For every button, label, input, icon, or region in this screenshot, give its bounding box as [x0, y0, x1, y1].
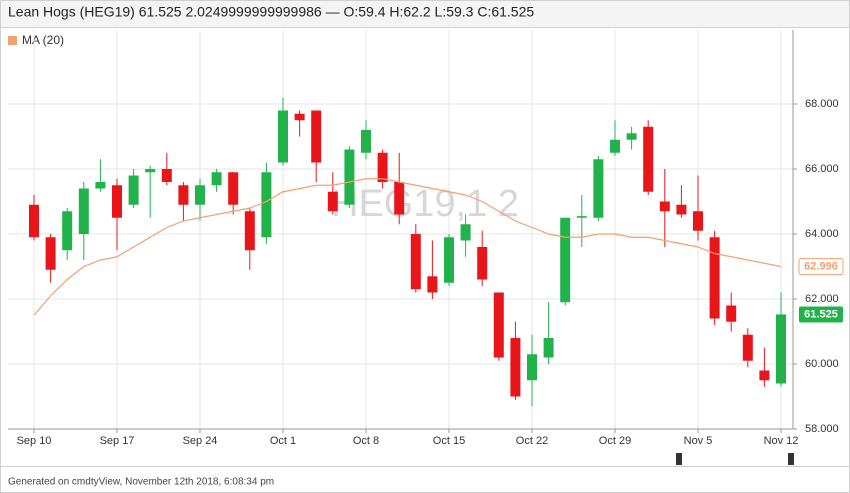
candle-body — [510, 338, 521, 397]
candle-body — [145, 169, 156, 173]
watermark: HEG19,1 2 — [331, 183, 519, 225]
legend-swatch — [8, 36, 17, 45]
x-tick-label: Sep 17 — [100, 435, 135, 447]
title-bar — [1, 1, 849, 27]
y-tick-label: 64.000 — [805, 228, 839, 240]
x-tick-label: Nov 12 — [764, 435, 799, 447]
candle-body — [709, 237, 720, 319]
candle-body — [278, 110, 288, 163]
candle-body — [178, 185, 189, 205]
x-tick-label: Oct 8 — [353, 435, 379, 447]
candle-body — [344, 149, 355, 205]
candle-body — [543, 338, 554, 358]
legend-label: MA (20) — [22, 33, 64, 47]
x-tick-label: Nov 5 — [684, 435, 713, 447]
y-tick-label: 62.000 — [805, 293, 839, 305]
candle-body — [643, 126, 654, 192]
candle-body — [294, 113, 305, 121]
candle-body — [29, 204, 39, 238]
candle-body — [78, 188, 89, 234]
x-tick-label: Oct 29 — [599, 435, 631, 447]
candle-body — [460, 224, 471, 241]
candle-body — [327, 191, 338, 212]
candle-body — [228, 172, 239, 205]
price-tag-bg — [799, 306, 843, 323]
candle-body — [610, 139, 620, 153]
marker-icon — [676, 453, 682, 465]
candle-body — [95, 182, 106, 189]
x-tick-label: Sep 10 — [17, 435, 52, 447]
x-tick-label: Oct 1 — [270, 435, 296, 447]
chart-title: Lean Hogs (HEG19) 61.525 2.0249999999999… — [8, 4, 534, 20]
y-tick-label: 66.000 — [805, 163, 839, 175]
candle-body — [693, 211, 703, 231]
candle-body — [394, 182, 405, 215]
candle-body — [427, 276, 438, 293]
y-tick-label: 58.000 — [805, 423, 839, 435]
candle-body — [128, 175, 139, 205]
candle-body — [659, 201, 670, 212]
candle-body — [361, 130, 371, 153]
candle-body — [261, 172, 272, 238]
candle-body — [560, 217, 571, 303]
candle-body — [676, 204, 687, 215]
x-tick-label: Oct 22 — [516, 435, 548, 447]
candle-body — [759, 370, 770, 381]
candle-body — [593, 159, 604, 218]
candle-body — [112, 185, 122, 218]
x-tick-label: Oct 15 — [433, 435, 465, 447]
price-tag-bg — [798, 258, 844, 276]
footer: Generated on cmdtyView, November 12th 20… — [8, 477, 274, 488]
candle-body — [444, 237, 454, 283]
candle-body — [311, 110, 322, 163]
candle-body — [244, 211, 255, 251]
candle-body — [742, 334, 753, 361]
candle-body — [776, 314, 786, 384]
candle-body — [377, 152, 388, 182]
candle-body — [45, 237, 56, 270]
candle-body — [211, 172, 222, 186]
marker-icon — [788, 453, 794, 465]
candle-body — [576, 216, 587, 218]
candle-body — [410, 234, 421, 290]
price-tag: 61.525 — [804, 308, 838, 320]
candle-body — [726, 305, 737, 322]
candle-body — [161, 169, 172, 182]
ma-line — [33, 178, 782, 316]
candle-body — [477, 247, 488, 280]
candle-body — [195, 185, 205, 205]
candle-body — [626, 133, 637, 140]
candle-body — [62, 211, 73, 251]
y-tick-label: 68.000 — [805, 98, 839, 110]
y-tick-label: 60.000 — [805, 358, 839, 370]
price-tag: 62.996 — [804, 261, 838, 273]
candle-body — [493, 292, 504, 358]
candle-body — [527, 354, 537, 381]
x-tick-label: Sep 24 — [183, 435, 218, 447]
